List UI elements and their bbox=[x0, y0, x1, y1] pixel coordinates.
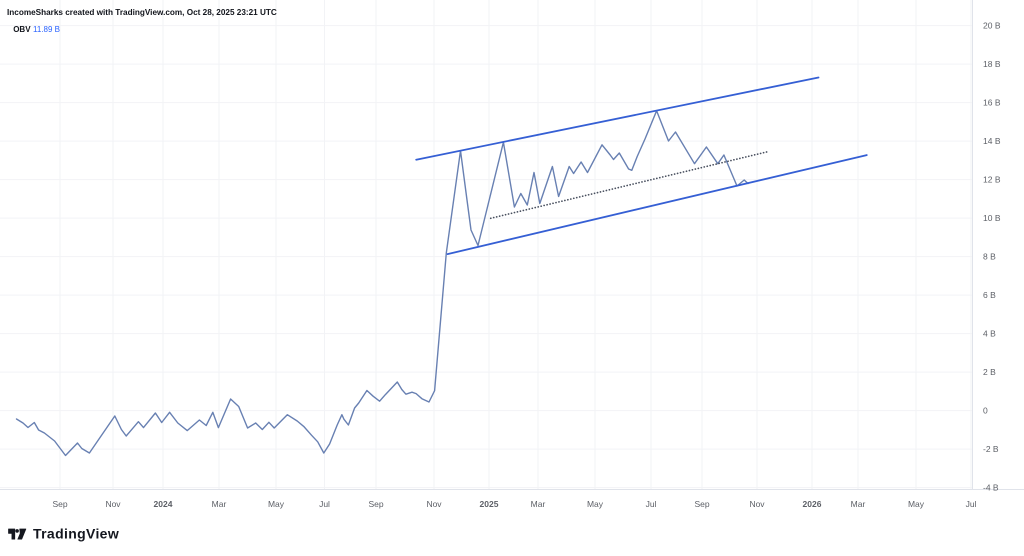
svg-text:12 B: 12 B bbox=[983, 175, 1001, 185]
svg-text:14 B: 14 B bbox=[983, 136, 1001, 146]
svg-text:2 B: 2 B bbox=[983, 367, 996, 377]
svg-text:TradingView: TradingView bbox=[33, 526, 119, 542]
svg-text:Sep: Sep bbox=[52, 499, 67, 509]
svg-text:Jul: Jul bbox=[319, 499, 330, 509]
svg-text:Sep: Sep bbox=[694, 499, 709, 509]
svg-text:8 B: 8 B bbox=[983, 252, 996, 262]
svg-text:20 B: 20 B bbox=[983, 21, 1001, 31]
svg-text:Nov: Nov bbox=[105, 499, 121, 509]
svg-text:Jul: Jul bbox=[646, 499, 657, 509]
svg-text:OBV: OBV bbox=[13, 25, 31, 34]
svg-text:Mar: Mar bbox=[851, 499, 866, 509]
svg-text:Mar: Mar bbox=[531, 499, 546, 509]
svg-text:4 B: 4 B bbox=[983, 329, 996, 339]
svg-text:-2 B: -2 B bbox=[983, 444, 999, 454]
svg-text:16 B: 16 B bbox=[983, 98, 1001, 108]
svg-text:2026: 2026 bbox=[803, 499, 822, 509]
svg-text:May: May bbox=[268, 499, 285, 509]
svg-text:May: May bbox=[908, 499, 925, 509]
svg-text:10 B: 10 B bbox=[983, 213, 1001, 223]
svg-text:Nov: Nov bbox=[426, 499, 442, 509]
svg-text:May: May bbox=[587, 499, 604, 509]
svg-text:Nov: Nov bbox=[749, 499, 765, 509]
svg-text:0: 0 bbox=[983, 406, 988, 416]
svg-text:18 B: 18 B bbox=[983, 59, 1001, 69]
svg-text:2025: 2025 bbox=[480, 499, 499, 509]
svg-text:Mar: Mar bbox=[212, 499, 227, 509]
svg-text:Jul: Jul bbox=[966, 499, 977, 509]
svg-text:Sep: Sep bbox=[368, 499, 383, 509]
svg-text:2024: 2024 bbox=[154, 499, 173, 509]
svg-text:6 B: 6 B bbox=[983, 290, 996, 300]
svg-text:-4 B: -4 B bbox=[983, 483, 999, 493]
svg-text:11.89 B: 11.89 B bbox=[33, 25, 60, 34]
svg-text:IncomeSharks created with Trad: IncomeSharks created with TradingView.co… bbox=[7, 8, 277, 17]
